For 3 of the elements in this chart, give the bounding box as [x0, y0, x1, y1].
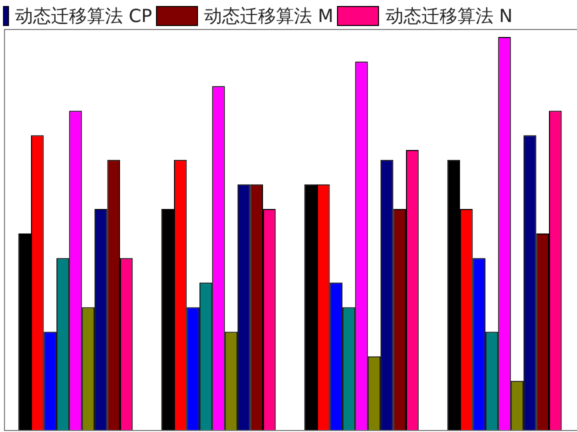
legend-label: 动态迁移算法 CP — [15, 5, 152, 28]
legend-label: 动态迁移算法 N — [385, 5, 513, 28]
legend-label: 动态迁移算法 M — [204, 5, 334, 28]
